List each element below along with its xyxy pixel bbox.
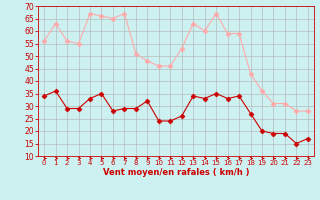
X-axis label: Vent moyen/en rafales ( km/h ): Vent moyen/en rafales ( km/h ) (103, 168, 249, 177)
